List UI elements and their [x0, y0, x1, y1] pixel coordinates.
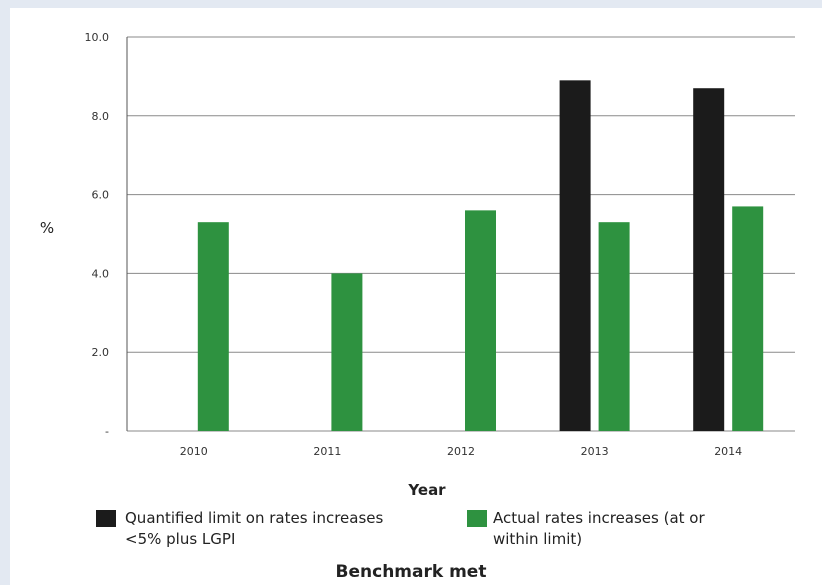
y-axis-label: % — [40, 219, 54, 237]
legend-label-actual: Actual rates increases (at or within lim… — [493, 508, 705, 550]
gridlines — [126, 36, 795, 432]
x-tick-labels: 2010 2011 2012 2013 2014 — [180, 445, 742, 458]
y-tick-labels: - 2.0 4.0 6.0 8.0 10.0 — [85, 31, 110, 438]
bar-limit-2013 — [559, 80, 591, 431]
x-axis-label: Year — [407, 481, 446, 499]
x-tick-label: 2011 — [313, 445, 341, 458]
legend-label-limit-line1: Quantified limit on rates increases — [125, 509, 384, 527]
bar-actual-2012 — [465, 210, 496, 431]
x-tick-label: 2014 — [714, 445, 742, 458]
bar-actual-2010 — [197, 222, 229, 431]
benchmark-status: Benchmark met — [335, 562, 487, 582]
bar-chart: - 2.0 4.0 6.0 8.0 10.0 2010 2011 2012 2013 2014 %… — [40, 31, 795, 499]
y-tick-label: 4.0 — [92, 267, 110, 280]
x-tick-label: 2013 — [581, 445, 609, 458]
y-tick-label: 2.0 — [92, 346, 110, 359]
legend-label-limit-line2: <5% plus LGPI — [125, 530, 236, 548]
chart-panel — [10, 8, 822, 585]
x-tick-label: 2010 — [180, 445, 208, 458]
bars — [197, 80, 764, 431]
bar-actual-2013 — [598, 222, 630, 431]
bar-actual-2014 — [732, 206, 764, 431]
bar-limit-2014 — [693, 88, 725, 431]
legend-label-limit: Quantified limit on rates increases <5% … — [125, 508, 383, 550]
y-tick-label: 8.0 — [92, 110, 110, 123]
bar-actual-2011 — [331, 273, 363, 431]
legend-swatch-limit — [96, 510, 116, 527]
x-tick-label: 2012 — [447, 445, 475, 458]
y-tick-label: - — [105, 425, 109, 438]
y-tick-label: 10.0 — [85, 31, 110, 44]
legend-label-actual-line1: Actual rates increases (at or — [493, 509, 705, 527]
legend-label-actual-line2: within limit) — [493, 530, 583, 548]
legend-swatch-actual — [467, 510, 487, 527]
y-tick-label: 6.0 — [92, 189, 110, 202]
